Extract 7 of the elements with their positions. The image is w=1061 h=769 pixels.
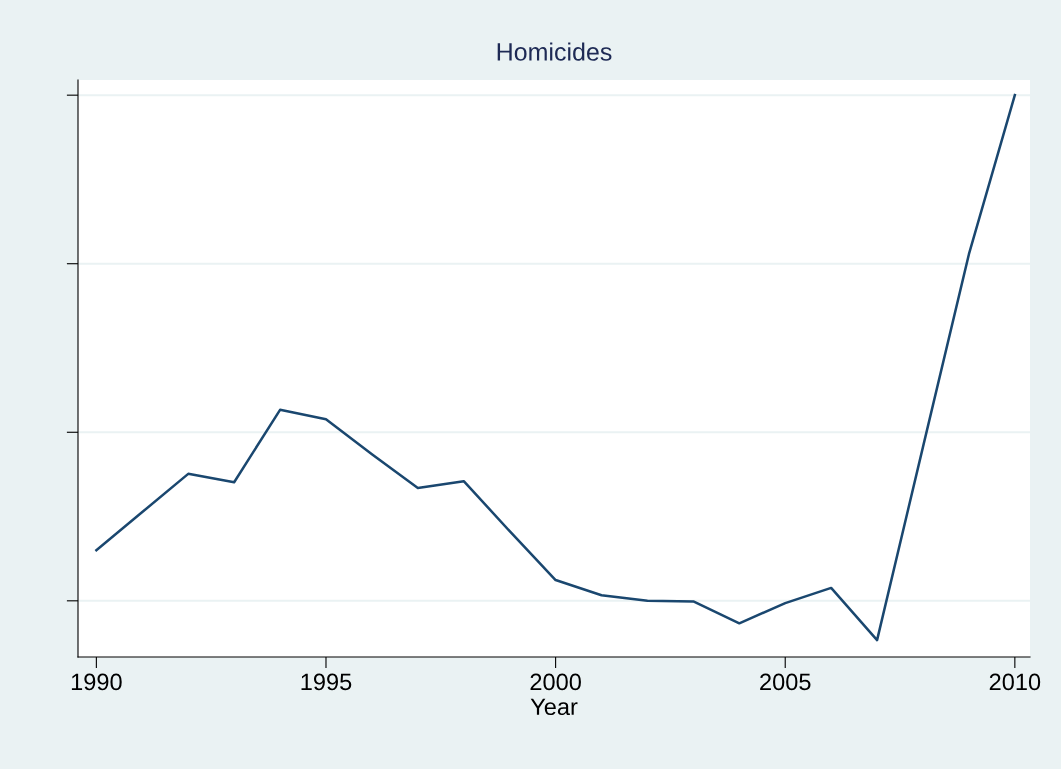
x-tick-label: 2010 bbox=[989, 673, 1041, 691]
x-tick-label: 1995 bbox=[301, 673, 352, 691]
chart-title: Homicides bbox=[497, 42, 612, 61]
x-tick-label: 2005 bbox=[760, 673, 811, 691]
x-tick-label: 2000 bbox=[530, 673, 581, 691]
x-tick-label: 1990 bbox=[71, 673, 122, 691]
x-axis-title: Year bbox=[530, 698, 578, 716]
